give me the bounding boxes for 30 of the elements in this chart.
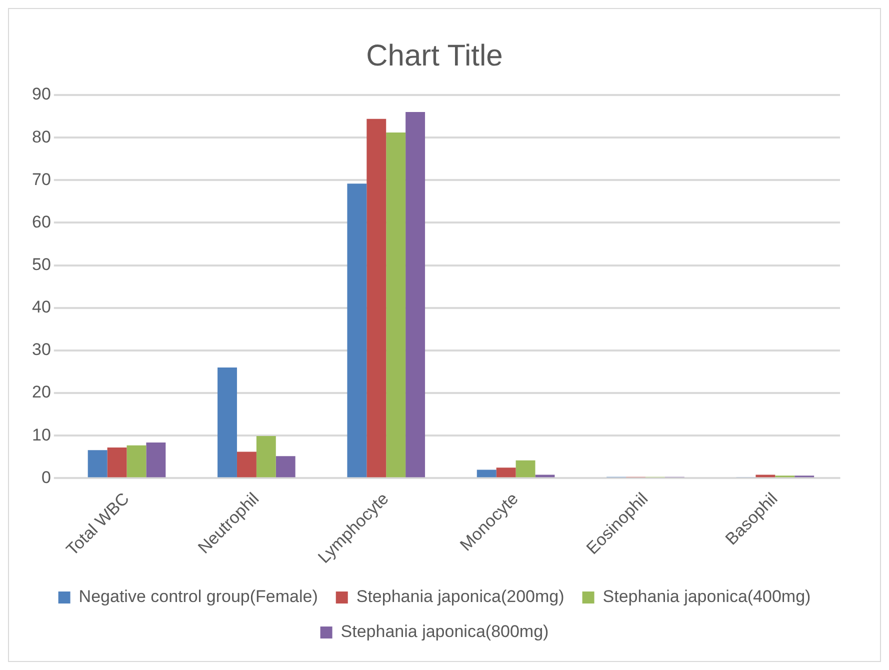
bar (126, 445, 146, 478)
bar (496, 468, 516, 478)
bar (386, 132, 406, 478)
chart-title: Chart Title (366, 39, 503, 72)
y-tick-label: 80 (32, 127, 51, 146)
y-tick-label: 50 (32, 255, 51, 274)
bar (146, 442, 166, 478)
bar (218, 368, 237, 478)
bar (107, 448, 127, 478)
bar (366, 118, 386, 478)
legend-label: Stephania japonica(800mg) (340, 622, 549, 642)
y-tick-label: 40 (32, 298, 51, 317)
bar (256, 436, 276, 478)
y-tick-label: 90 (32, 84, 51, 104)
bar (236, 452, 256, 478)
legend-label: Stephania japonica(400mg) (602, 587, 811, 606)
bar (516, 460, 536, 478)
bar (347, 184, 367, 478)
y-tick-label: 20 (32, 382, 51, 402)
y-tick-label: 70 (32, 170, 51, 189)
legend-label: Stephania japonica(200mg) (356, 587, 564, 606)
bar (88, 450, 108, 478)
y-tick-label: 10 (32, 425, 51, 444)
bar (276, 456, 296, 478)
bar (476, 470, 496, 478)
y-tick-label: 60 (32, 212, 51, 232)
y-tick-label: 0 (41, 468, 51, 487)
y-tick-label: 30 (32, 340, 51, 360)
bar (406, 112, 426, 478)
legend-label: Negative control group(Female) (78, 587, 318, 606)
